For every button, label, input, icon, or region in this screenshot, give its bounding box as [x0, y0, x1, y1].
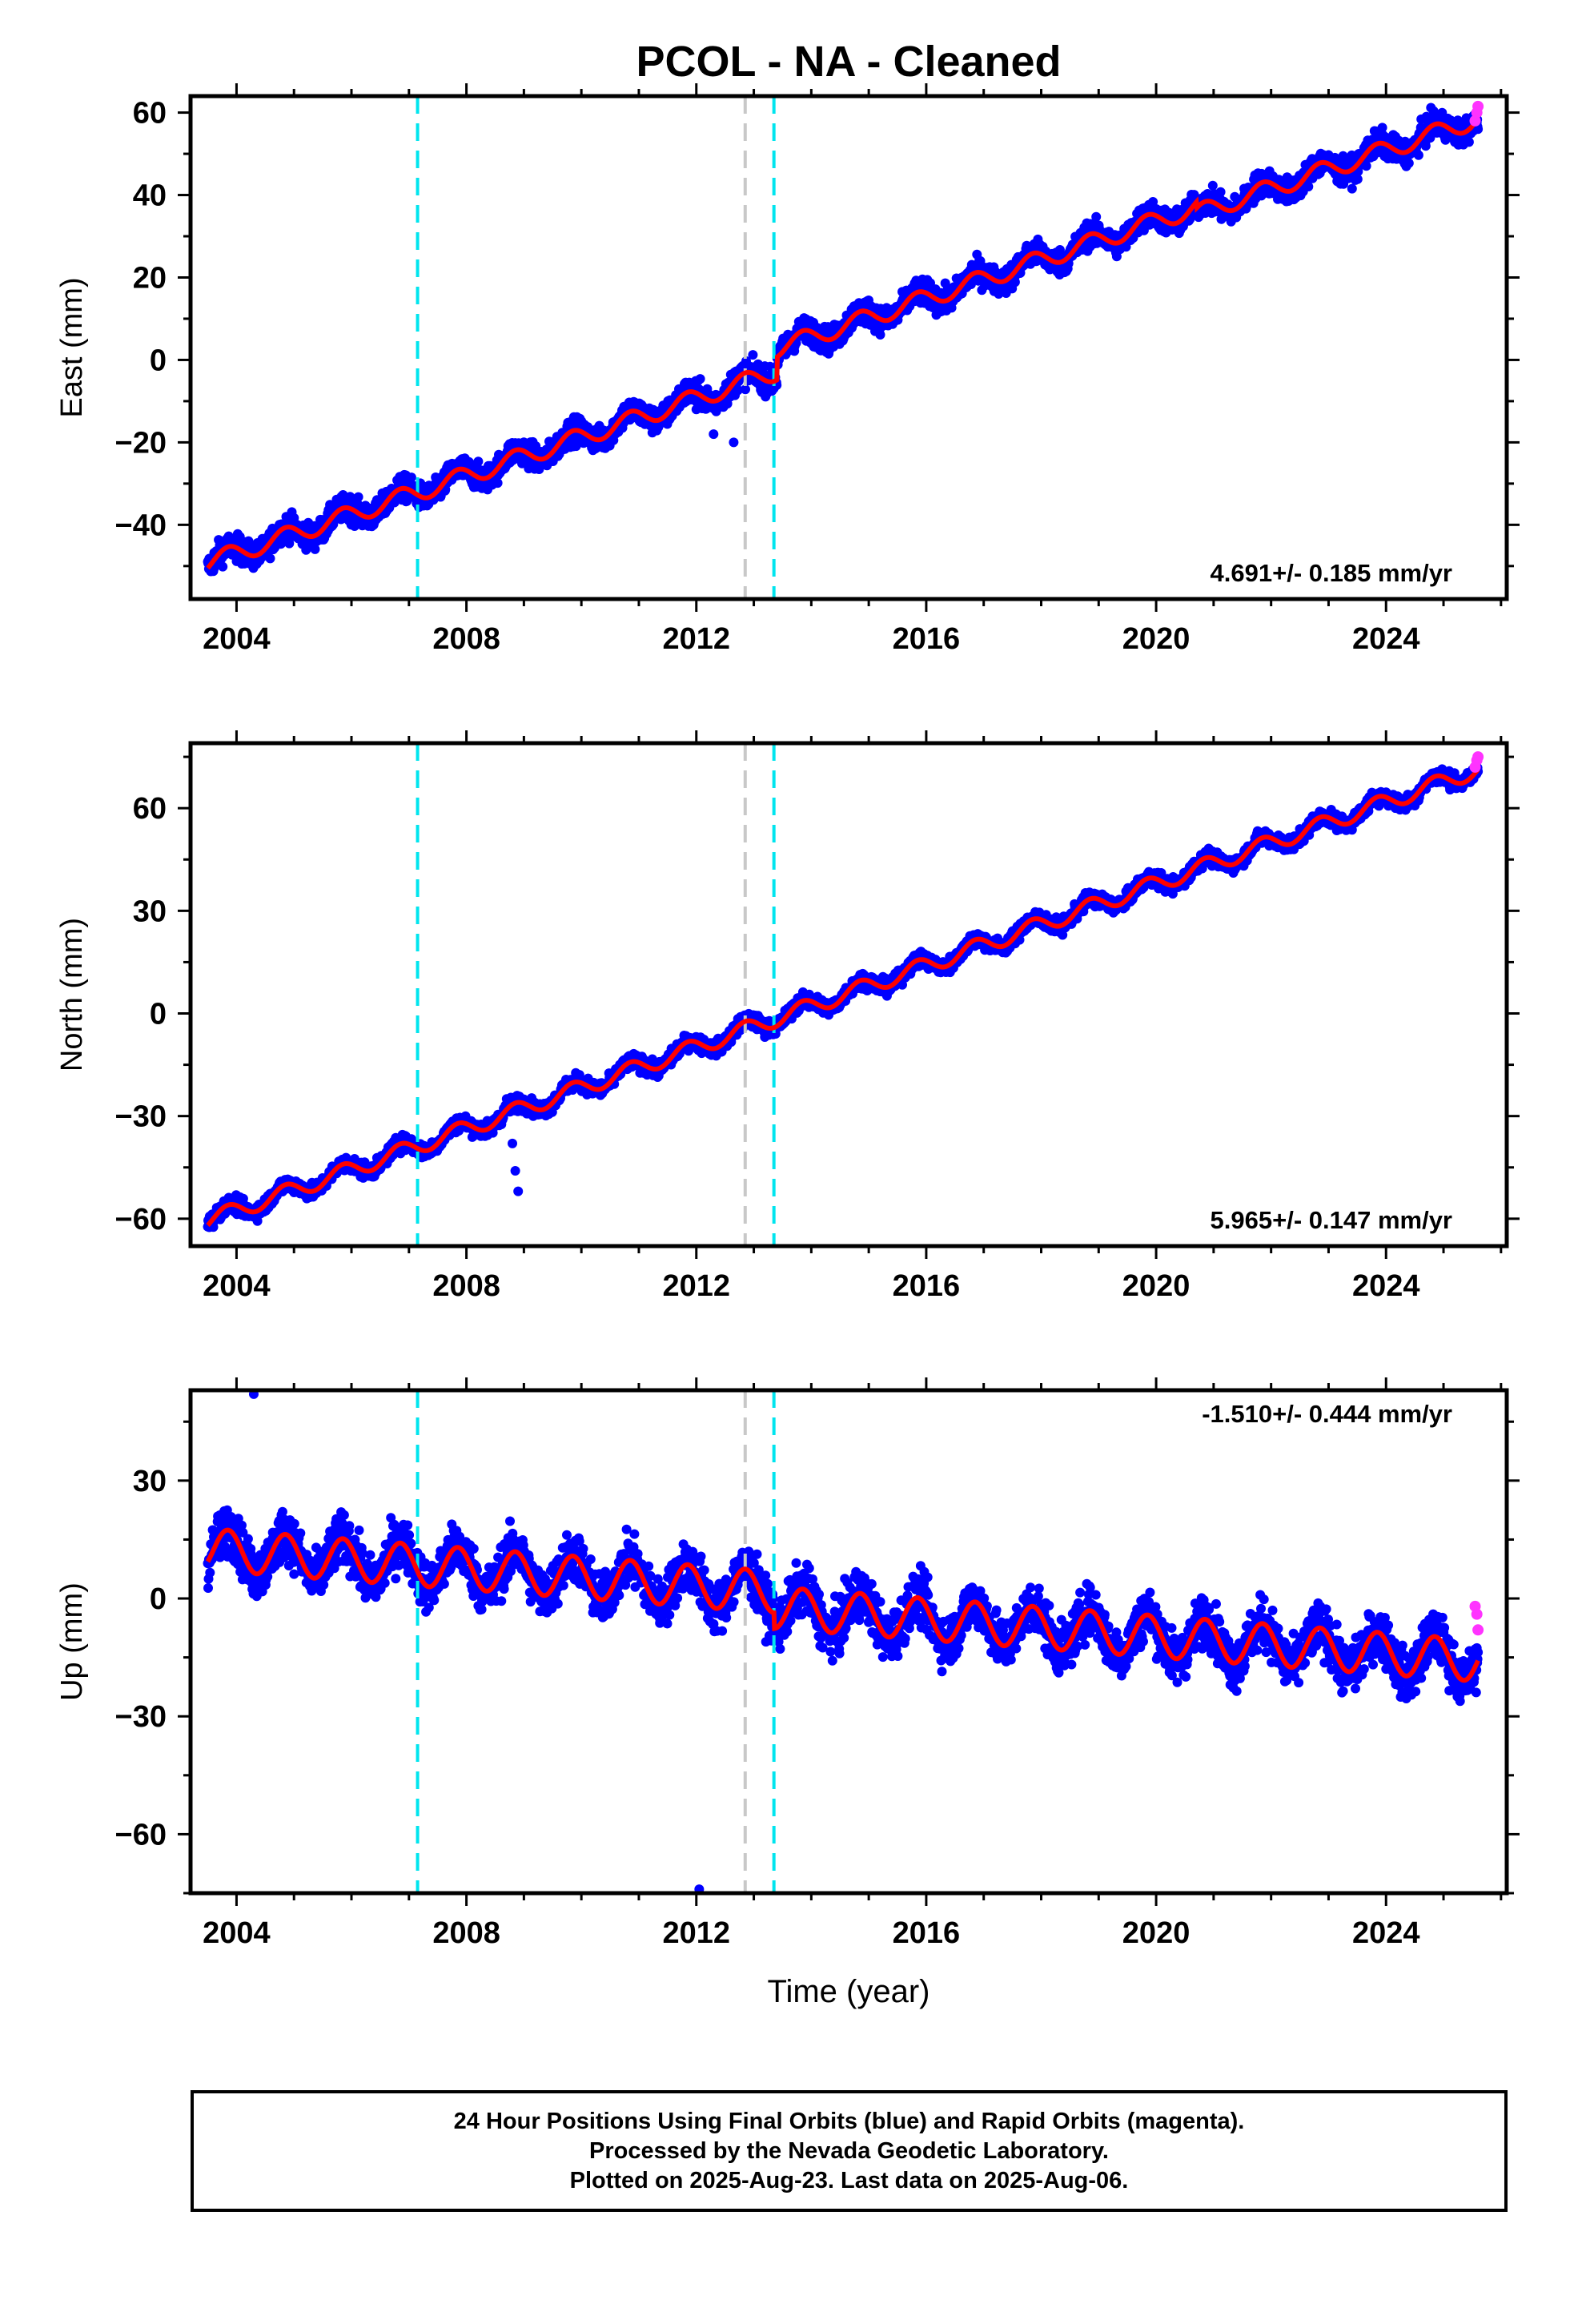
y-tick-label: 20 [133, 261, 167, 295]
data-point [1347, 183, 1357, 194]
x-tick-label: 2012 [662, 622, 730, 656]
data-point [571, 441, 581, 452]
x-tick-label: 2016 [893, 622, 961, 656]
data-point [748, 350, 758, 360]
data-point [1361, 161, 1371, 171]
final-orbit-points-east [203, 103, 1484, 577]
y-axis-label-east: East (mm) [55, 277, 89, 417]
data-point [1091, 211, 1102, 222]
outlier-point [709, 429, 719, 440]
data-point [875, 330, 885, 340]
data-point [733, 385, 743, 396]
data-point [406, 472, 416, 483]
data-point [218, 561, 228, 572]
data-point [310, 544, 320, 554]
y-tick-label: 40 [133, 179, 167, 213]
data-point [1215, 187, 1226, 197]
data-point [492, 478, 503, 489]
outlier-point [729, 437, 739, 448]
plot-area-east [203, 96, 1484, 599]
data-point [1403, 158, 1414, 168]
data-point [1464, 137, 1474, 147]
data-point [353, 492, 363, 502]
data-point [1303, 182, 1314, 191]
x-tick-label: 2004 [203, 622, 271, 656]
x-tick-label: 2008 [432, 622, 500, 656]
data-point [1413, 150, 1423, 160]
x-tick-label: 2024 [1352, 622, 1420, 656]
rate-label-east: 4.691+/- 0.185 mm/yr [1211, 559, 1452, 587]
y-tick-label: −40 [115, 509, 167, 542]
panel-north: 2004 2008 2012 2016 2020 2024−60−3003060North… [55, 730, 1520, 1303]
data-point [265, 553, 275, 564]
data-point [741, 384, 750, 395]
outlier-point [691, 404, 701, 415]
data-point [695, 374, 705, 384]
data-point [345, 492, 355, 502]
y-tick-label: 60 [133, 97, 167, 131]
x-tick-label: 2020 [1122, 622, 1191, 656]
panel-east: 2004 2008 2012 2016 2020 2024 −40 −20 0 20 40 60 Eas… [55, 83, 1520, 656]
data-point [1207, 180, 1218, 191]
y-tick-label: 0 [150, 344, 167, 377]
plot-area-north [203, 743, 1484, 1246]
data-point [473, 456, 484, 467]
rapid-point [1472, 100, 1484, 112]
y-tick-label: −20 [115, 426, 167, 460]
figure-title: PCOL - NA - Cleaned [636, 38, 1061, 86]
